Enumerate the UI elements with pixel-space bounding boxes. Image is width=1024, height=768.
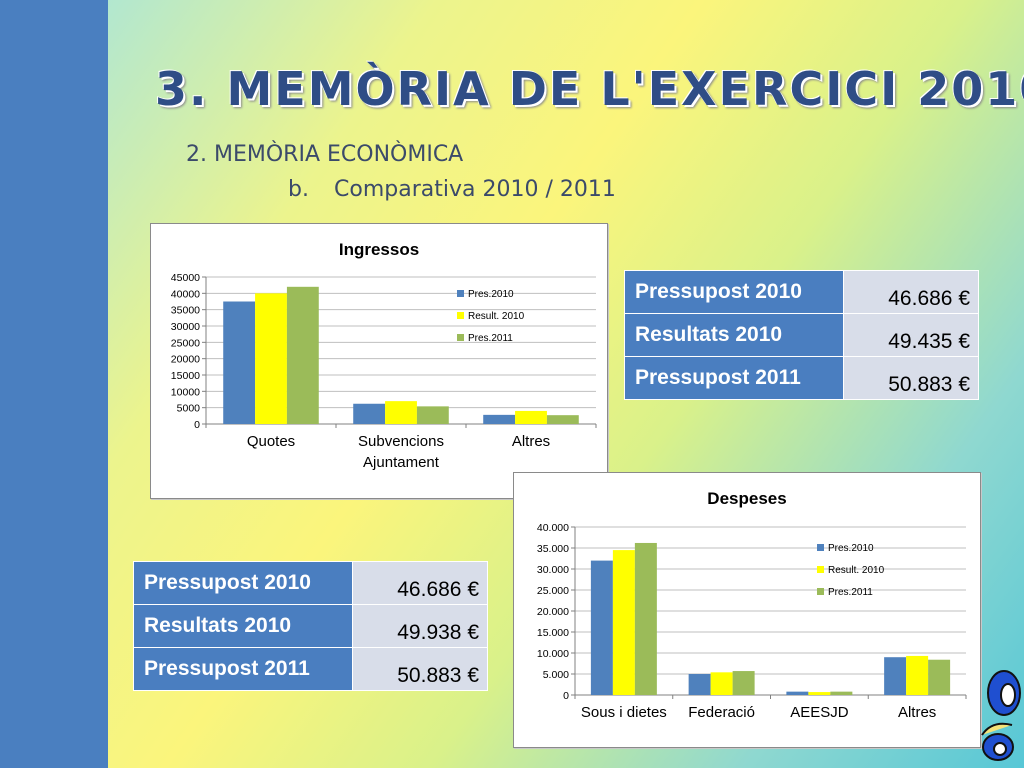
ingressos-summary-table: Pressupost 2010 46.686 € Resultats 2010 … [624, 270, 979, 400]
bar-pres-2011 [416, 406, 449, 424]
table-row: Pressupost 2011 50.883 € [133, 647, 488, 691]
row-value: 49.938 € [352, 604, 488, 648]
bar-result-2010 [808, 692, 831, 695]
despeses-chart-svg: Despeses 0 5.000 10.000 15.000 20.000 25.000 30… [537, 489, 967, 721]
legend-swatch [457, 312, 464, 319]
table-row: Resultats 2010 49.435 € [624, 313, 979, 357]
x-category-label: Altres [898, 704, 936, 721]
cartoon-figure-decoration [981, 670, 1021, 761]
y-tick-label: 15.000 [537, 627, 569, 639]
x-category-label: Federació [688, 704, 755, 721]
bar-pres-2010 [786, 691, 809, 695]
section-number: 2. [186, 142, 207, 167]
legend-label: Pres.2010 [828, 543, 874, 554]
row-label: Pressupost 2010 [133, 561, 353, 605]
bar-result-2010 [612, 550, 635, 695]
bar-pres-2011 [830, 691, 853, 695]
row-value: 46.686 € [352, 561, 488, 605]
x-category-label: Quotes [247, 433, 295, 450]
row-value: 50.883 € [843, 356, 979, 400]
sidebar-accent-bar [0, 0, 108, 768]
chart-title: Despeses [707, 489, 786, 508]
x-category-label: Sous i dietes [581, 704, 667, 721]
row-value: 49.435 € [843, 313, 979, 357]
bar-pres-2010 [353, 403, 386, 424]
row-value: 46.686 € [843, 270, 979, 314]
bar-result-2010 [515, 410, 547, 424]
ingressos-chart: Ingressos 0 5000 10000 15000 20000 25000 30000 3… [150, 223, 608, 499]
legend-label: Pres.2011 [468, 333, 513, 344]
y-tick-label: 30.000 [537, 564, 569, 576]
ingressos-chart-svg: Ingressos 0 5000 10000 15000 20000 25000 30000 3… [171, 240, 597, 471]
despeses-summary-table: Pressupost 2010 46.686 € Resultats 2010 … [133, 561, 488, 691]
y-tick-label: 25000 [171, 337, 200, 349]
legend-label: Result. 2010 [468, 311, 525, 322]
y-tick-label: 5.000 [543, 669, 569, 681]
bar-pres-2010 [223, 301, 256, 424]
bar-pres-2011 [286, 286, 319, 424]
section-heading: 2. MEMÒRIA ECONÒMICA [186, 142, 463, 167]
chart-title: Ingressos [339, 240, 419, 259]
bar-pres-2011 [732, 671, 755, 695]
bar-pres-2011 [546, 415, 579, 424]
row-label: Resultats 2010 [133, 604, 353, 648]
y-tick-label: 0 [563, 690, 569, 702]
bar-result-2010 [710, 672, 733, 695]
y-tick-label: 40000 [171, 288, 200, 300]
legend-swatch [817, 544, 824, 551]
legend-label: Pres.2011 [828, 587, 873, 598]
y-tick-label: 40.000 [537, 522, 569, 534]
y-tick-label: 20.000 [537, 606, 569, 618]
y-tick-label: 30000 [171, 321, 200, 333]
bar-result-2010 [385, 401, 417, 424]
bar-pres-2010 [483, 414, 516, 424]
y-tick-label: 25.000 [537, 585, 569, 597]
y-tick-label: 10000 [171, 386, 200, 398]
y-tick-label: 20000 [171, 354, 200, 366]
x-category-label: Ajuntament [363, 454, 440, 471]
x-category-label: Altres [512, 433, 550, 450]
legend-swatch [817, 588, 824, 595]
subsection-heading: b. Comparativa 2010 / 2011 [288, 177, 616, 202]
table-row: Pressupost 2010 46.686 € [133, 561, 488, 605]
slide-title: 3. MEMÒRIA DE L'EXERCICI 2010 [155, 62, 1024, 116]
table-row: Resultats 2010 49.938 € [133, 604, 488, 648]
y-tick-label: 10.000 [537, 648, 569, 660]
legend-swatch [457, 334, 464, 341]
x-category-label: AEESJD [790, 704, 849, 721]
y-tick-label: 45000 [171, 272, 200, 284]
legend-label: Result. 2010 [828, 565, 885, 576]
subsection-letter: b. [288, 177, 309, 202]
bar-pres-2011 [634, 542, 657, 695]
row-label: Pressupost 2011 [624, 356, 844, 400]
bar-result-2010 [255, 293, 287, 424]
x-category-label: Subvencions [358, 433, 444, 450]
despeses-chart: Despeses 0 5.000 10.000 15.000 20.000 25.000 30… [513, 472, 981, 748]
y-tick-label: 15000 [171, 370, 200, 382]
legend-label: Pres.2010 [468, 289, 514, 300]
section-title: MEMÒRIA ECONÒMICA [214, 142, 464, 167]
bar-pres-2010 [688, 674, 711, 695]
bar-pres-2010 [590, 560, 613, 695]
bar-pres-2011 [928, 659, 951, 695]
row-value: 50.883 € [352, 647, 488, 691]
row-label: Resultats 2010 [624, 313, 844, 357]
table-row: Pressupost 2011 50.883 € [624, 356, 979, 400]
row-label: Pressupost 2010 [624, 270, 844, 314]
row-label: Pressupost 2011 [133, 647, 353, 691]
y-tick-label: 35000 [171, 305, 200, 317]
y-tick-label: 5000 [177, 403, 201, 415]
y-tick-label: 0 [194, 419, 200, 431]
legend-swatch [457, 290, 464, 297]
y-tick-label: 35.000 [537, 543, 569, 555]
subsection-title: Comparativa 2010 / 2011 [334, 177, 616, 202]
legend-swatch [817, 566, 824, 573]
bar-result-2010 [906, 655, 929, 695]
table-row: Pressupost 2010 46.686 € [624, 270, 979, 314]
bar-pres-2010 [884, 657, 907, 695]
